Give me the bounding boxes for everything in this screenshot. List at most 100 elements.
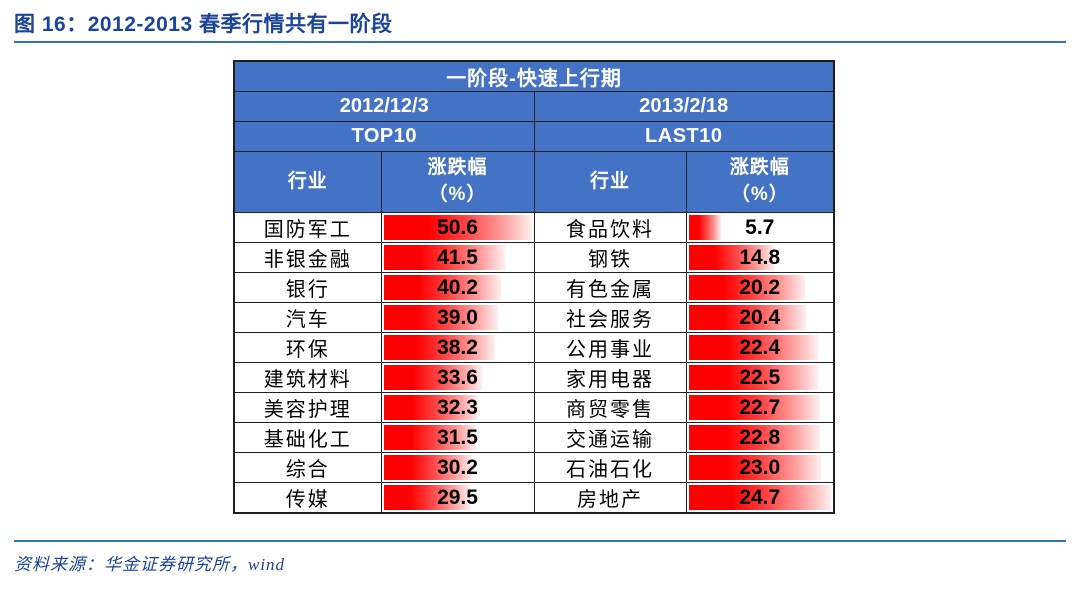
industry-header-cell-right: 行业 (533, 151, 687, 213)
industry-cell: 石油石化 (533, 452, 687, 483)
change-data-bar (383, 425, 476, 450)
change-header-line2: （%） (428, 184, 487, 205)
change-header-line2: （%） (730, 184, 789, 205)
change-cell: 29.5 (380, 482, 535, 514)
industry-cell: 商贸零售 (533, 392, 687, 423)
figure-title: 图 16：2012-2013 春季行情共有一阶段 (14, 13, 393, 36)
source-divider (14, 540, 1066, 542)
change-header-cell-right: 涨跌幅 （%） (685, 151, 835, 213)
change-data-bar (383, 365, 482, 390)
change-data-bar (383, 275, 502, 300)
change-value: 31.5 (437, 425, 478, 449)
industry-cell: 公用事业 (533, 332, 687, 363)
table-row: 传媒 29.5 房地产 24.7 (233, 482, 835, 514)
change-header-line1: 涨跌幅 (427, 157, 488, 179)
change-cell: 14.8 (685, 242, 835, 273)
industry-cell: 钢铁 (533, 242, 687, 273)
phase-header-row: 一阶段-快速上行期 (233, 60, 835, 92)
industry-cell: 银行 (233, 272, 382, 303)
change-data-bar (688, 425, 821, 450)
right-date-cell: 2013/2/18 (533, 91, 835, 122)
change-value: 5.7 (745, 215, 775, 239)
change-data-bar (688, 305, 807, 330)
change-cell: 41.5 (380, 242, 535, 273)
change-cell: 5.7 (685, 212, 835, 243)
change-value: 50.6 (437, 215, 478, 239)
change-cell: 20.2 (685, 272, 835, 303)
industry-cell: 交通运输 (533, 422, 687, 453)
industry-cell: 传媒 (233, 482, 382, 514)
change-cell: 40.2 (380, 272, 535, 303)
change-value: 22.4 (739, 335, 781, 359)
change-cell: 31.5 (380, 422, 535, 453)
date-row: 2012/12/3 2013/2/18 (233, 91, 835, 122)
change-data-bar (383, 335, 496, 360)
change-value: 32.3 (437, 395, 478, 419)
change-header-cell-left: 涨跌幅 （%） (380, 151, 535, 213)
change-data-bar (383, 395, 478, 420)
change-cell: 22.4 (685, 332, 835, 363)
industry-cell: 房地产 (533, 482, 687, 514)
change-data-bar (688, 335, 818, 360)
change-data-bar (688, 365, 819, 390)
change-cell: 32.3 (380, 392, 535, 423)
change-cell: 22.8 (685, 422, 835, 453)
change-value: 20.4 (739, 305, 781, 329)
change-cell: 38.2 (380, 332, 535, 363)
industry-cell: 有色金属 (533, 272, 687, 303)
phase-title-cell: 一阶段-快速上行期 (233, 60, 835, 92)
table-row: 银行 40.2 有色金属 20.2 (233, 272, 835, 303)
change-value: 41.5 (437, 245, 478, 269)
change-value: 40.2 (437, 275, 478, 299)
change-cell: 22.7 (685, 392, 835, 423)
change-value: 22.8 (739, 425, 781, 449)
column-header-row: 行业 涨跌幅 （%） 行业 涨跌幅 （%） (233, 151, 835, 213)
industry-cell: 家用电器 (533, 362, 687, 393)
change-value: 22.7 (739, 395, 781, 419)
title-underline (14, 41, 1066, 43)
change-cell: 22.5 (685, 362, 835, 393)
change-data-bar (383, 215, 532, 240)
table-row: 非银金融 41.5 钢铁 14.8 (233, 242, 835, 273)
table-row: 美容护理 32.3 商贸零售 22.7 (233, 392, 835, 423)
change-data-bar (688, 485, 832, 510)
table-body: 国防军工 50.6 食品饮料 5.7 非银金融 41.5 钢铁 14.8 银行 40.2 有色金属 2… (233, 212, 835, 514)
industry-cell: 环保 (233, 332, 382, 363)
change-data-bar (688, 455, 822, 480)
change-cell: 20.4 (685, 302, 835, 333)
table-row: 综合 30.2 石油石化 23.0 (233, 452, 835, 483)
change-data-bar (688, 215, 722, 240)
change-value: 23.0 (739, 455, 781, 479)
change-cell: 50.6 (380, 212, 535, 243)
change-data-bar (688, 275, 806, 300)
change-value: 14.8 (739, 245, 781, 269)
industry-cell: 国防军工 (233, 212, 382, 243)
table-row: 汽车 39.0 社会服务 20.4 (233, 302, 835, 333)
top10-label-cell: TOP10 (233, 121, 535, 152)
industry-cell: 美容护理 (233, 392, 382, 423)
source-text: 资料来源：华金证券研究所，wind (14, 555, 286, 574)
industry-cell: 非银金融 (233, 242, 382, 273)
change-cell: 30.2 (380, 452, 535, 483)
change-data-bar (383, 455, 472, 480)
change-value: 38.2 (437, 335, 478, 359)
group-row: TOP10 LAST10 (233, 121, 835, 152)
change-header-line1: 涨跌幅 (729, 157, 790, 179)
industry-cell: 食品饮料 (533, 212, 687, 243)
industry-cell: 建筑材料 (233, 362, 382, 393)
change-value: 39.0 (437, 305, 478, 329)
change-cell: 39.0 (380, 302, 535, 333)
change-cell: 23.0 (685, 452, 835, 483)
industry-header-cell-left: 行业 (233, 151, 382, 213)
change-value: 20.2 (739, 275, 781, 299)
change-value: 33.6 (437, 365, 478, 389)
change-data-bar (688, 245, 774, 270)
change-value: 30.2 (437, 455, 478, 479)
change-cell: 24.7 (685, 482, 835, 514)
change-value: 24.7 (739, 485, 781, 509)
industry-cell: 汽车 (233, 302, 382, 333)
left-date-cell: 2012/12/3 (233, 91, 535, 122)
change-data-bar (383, 485, 470, 510)
industry-cell: 综合 (233, 452, 382, 483)
industry-cell: 社会服务 (533, 302, 687, 333)
